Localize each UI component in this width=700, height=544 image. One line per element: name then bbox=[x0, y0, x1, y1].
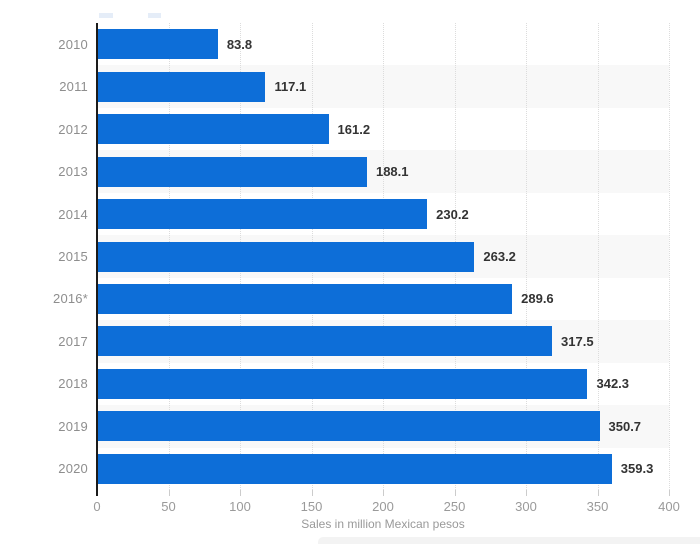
category-label-2014: 2014 bbox=[58, 206, 88, 222]
bar-2012[interactable] bbox=[98, 114, 329, 145]
bar-2010[interactable] bbox=[98, 29, 218, 60]
bar-2018[interactable] bbox=[98, 368, 588, 399]
value-label-2018: 342.3 bbox=[596, 376, 630, 392]
value-label-2020: 359.3 bbox=[620, 461, 654, 477]
bar-2015[interactable] bbox=[98, 241, 475, 272]
axis-tick bbox=[454, 490, 456, 496]
value-label-2015: 263.2 bbox=[483, 248, 516, 264]
category-label-2020: 2020 bbox=[58, 461, 88, 477]
x-tick-label: 250 bbox=[443, 499, 466, 514]
x-tick-label: 400 bbox=[658, 499, 680, 514]
axis-tick bbox=[669, 490, 670, 496]
bar-2016[interactable] bbox=[98, 283, 513, 314]
category-label-2011: 2011 bbox=[59, 79, 88, 95]
artifact-bottom-band bbox=[318, 537, 700, 544]
x-tick-label: 150 bbox=[300, 499, 323, 514]
y-axis-spine bbox=[96, 23, 98, 496]
axis-tick bbox=[526, 490, 527, 496]
category-label-2019: 2019 bbox=[58, 418, 88, 434]
x-tick-label: 0 bbox=[93, 499, 101, 514]
gridline bbox=[669, 23, 670, 490]
gridline bbox=[526, 23, 527, 490]
value-label-2019: 350.7 bbox=[608, 418, 642, 434]
axis-tick bbox=[240, 490, 241, 496]
bar-2013[interactable] bbox=[98, 156, 367, 187]
axis-tick bbox=[597, 490, 599, 496]
bar-2019[interactable] bbox=[98, 411, 600, 442]
category-label-2017: 2017 bbox=[58, 333, 88, 349]
x-tick-label: 50 bbox=[161, 499, 176, 514]
artifact-top-fragment bbox=[99, 13, 113, 18]
x-axis-title: Sales in million Mexican pesos bbox=[301, 517, 465, 531]
x-tick-label: 100 bbox=[229, 499, 251, 514]
x-tick-label: 350 bbox=[586, 499, 609, 514]
axis-tick bbox=[311, 490, 313, 496]
value-label-2012: 161.2 bbox=[337, 121, 371, 137]
category-label-2018: 2018 bbox=[58, 376, 88, 392]
value-label-2010: 83.8 bbox=[226, 36, 253, 52]
value-label-2014: 230.2 bbox=[436, 206, 469, 222]
value-label-2016: 289.6 bbox=[521, 291, 554, 307]
value-label-2017: 317.5 bbox=[561, 333, 594, 349]
axis-tick bbox=[383, 490, 384, 496]
category-label-2010: 2010 bbox=[58, 36, 88, 52]
gridline bbox=[597, 23, 599, 490]
value-label-2011: 117.1 bbox=[274, 79, 307, 95]
category-label-2015: 2015 bbox=[58, 248, 88, 264]
category-label-2012: 2012 bbox=[58, 121, 88, 137]
artifact-top-fragment bbox=[148, 13, 161, 18]
x-tick-label: 300 bbox=[515, 499, 537, 514]
x-tick-label: 200 bbox=[372, 499, 394, 514]
bar-2014[interactable] bbox=[98, 199, 428, 230]
axis-tick bbox=[168, 490, 170, 496]
bar-2011[interactable] bbox=[98, 71, 266, 102]
bar-2020[interactable] bbox=[98, 453, 612, 484]
value-label-2013: 188.1 bbox=[375, 164, 409, 180]
category-label-2016: 2016* bbox=[53, 291, 88, 307]
category-label-2013: 2013 bbox=[58, 164, 88, 180]
bar-2017[interactable] bbox=[98, 326, 553, 357]
